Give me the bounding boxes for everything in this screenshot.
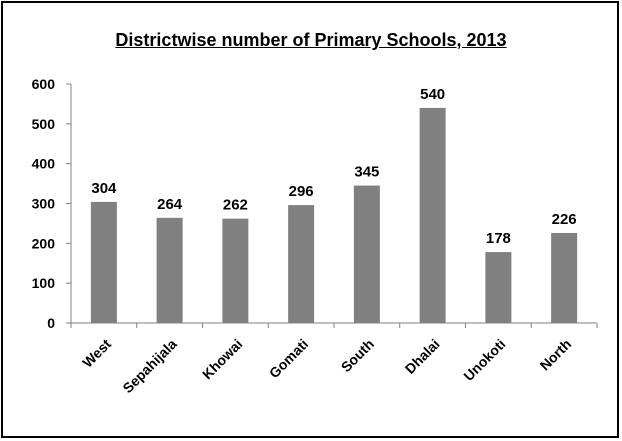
- bar: [419, 107, 446, 324]
- data-label: 540: [420, 86, 445, 103]
- y-tick-label: 400: [32, 156, 56, 172]
- data-label: 296: [289, 183, 314, 200]
- y-tick-label: 100: [32, 275, 56, 291]
- data-label: 178: [486, 230, 511, 247]
- x-tick-label: Gomati: [266, 336, 311, 381]
- data-label: 304: [91, 180, 117, 197]
- bar: [551, 232, 578, 323]
- x-tick-label: Sepahijala: [119, 336, 179, 396]
- bar: [485, 252, 512, 323]
- x-tick-label: Unokoti: [460, 336, 508, 384]
- bar: [288, 205, 315, 323]
- x-tick-label: South: [338, 336, 377, 375]
- x-tick-label: Dhalai: [402, 336, 443, 377]
- bar: [222, 218, 249, 323]
- y-tick-label: 0: [47, 315, 55, 331]
- y-tick-label: 500: [32, 116, 56, 132]
- chart-title: Districtwise number of Primary Schools, …: [115, 30, 507, 50]
- x-tick-label: Khowai: [199, 336, 246, 383]
- y-tick-label: 200: [32, 235, 56, 251]
- bar: [90, 201, 117, 323]
- data-label: 226: [552, 211, 577, 228]
- x-tick-label: West: [79, 336, 114, 371]
- bar: [156, 217, 183, 323]
- y-tick-label: 300: [32, 196, 56, 212]
- data-label: 264: [157, 196, 183, 213]
- x-tick-label: North: [537, 336, 575, 374]
- data-label: 262: [223, 197, 248, 214]
- y-tick-label: 600: [32, 76, 56, 92]
- bar: [353, 185, 380, 323]
- data-label: 345: [354, 164, 379, 181]
